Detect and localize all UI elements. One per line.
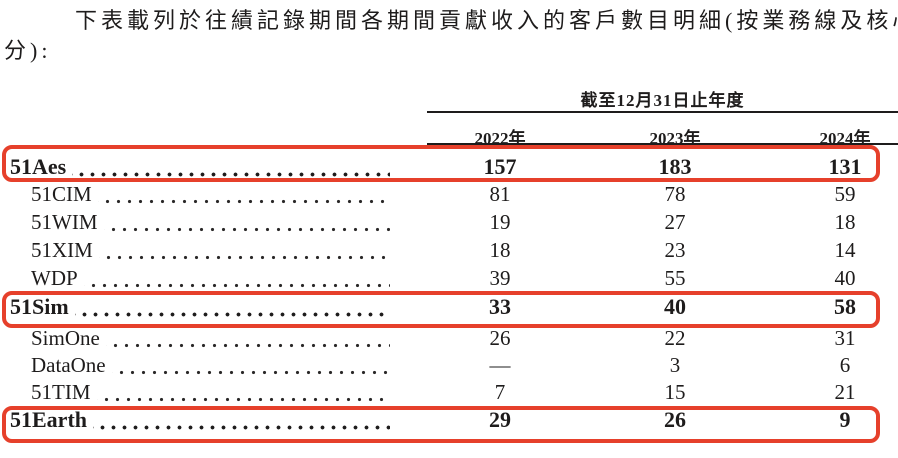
value-2024: 58 — [834, 294, 856, 319]
dot-leader — [96, 380, 390, 404]
value-2022: 39 — [489, 266, 511, 290]
value-2023: 26 — [664, 407, 686, 432]
value-2024: 59 — [834, 182, 856, 206]
year-column-2023: 2023年 — [649, 129, 701, 148]
value-2023: 55 — [664, 266, 686, 290]
value-2023: 183 — [658, 154, 692, 179]
value-2024: 31 — [834, 326, 856, 350]
value-2024: 40 — [834, 266, 856, 290]
dot-leader — [103, 210, 390, 234]
value-2023: 23 — [664, 238, 686, 262]
table-row-simone: SimOne 26 22 31 — [0, 326, 898, 350]
table-row-51tim: 51TIM 7 15 21 — [0, 380, 898, 404]
value-2022: 7 — [494, 380, 506, 404]
value-2022: 33 — [489, 294, 511, 319]
dot-leader — [74, 295, 390, 319]
row-label: 51WIM — [31, 210, 98, 234]
intro-line-2: 分): — [4, 38, 52, 63]
dot-leader — [105, 326, 390, 350]
table-row-51sim: 51Sim 33 40 58 — [0, 295, 898, 319]
value-2022: 81 — [489, 182, 511, 206]
row-label: DataOne — [31, 353, 106, 377]
table-row-51wim: 51WIM 19 27 18 — [0, 210, 898, 234]
year-column-2024: 2024年 — [819, 129, 871, 148]
row-label: 51Aes — [10, 154, 67, 179]
year-column-2022: 2022年 — [474, 129, 526, 148]
dot-leader — [83, 266, 390, 290]
intro-line-1: 下表載列於往績記錄期間各期間貢獻收入的客戶數目明細(按業務線及核心產品 — [75, 8, 898, 33]
dot-leader — [111, 353, 390, 377]
value-2024: 21 — [834, 380, 856, 404]
row-label: 51XIM — [31, 238, 93, 262]
value-2022: 157 — [483, 154, 517, 179]
table-row-51earth: 51Earth 29 26 9 — [0, 408, 898, 432]
dot-leader — [98, 238, 390, 262]
value-2022: 18 — [489, 238, 511, 262]
row-label: 51Sim — [10, 294, 69, 319]
intro-paragraph: 下表載列於往績記錄期間各期間貢獻收入的客戶數目明細(按業務線及核心產品 分): — [4, 6, 898, 66]
row-label: SimOne — [31, 326, 100, 350]
period-header-rule — [427, 111, 898, 113]
value-2023: 22 — [664, 326, 686, 350]
period-header: 截至12月31日止年度 — [580, 91, 745, 110]
value-2022: 26 — [489, 326, 511, 350]
value-2023: 78 — [664, 182, 686, 206]
value-2024: 14 — [834, 238, 856, 262]
value-2024: 9 — [839, 407, 851, 432]
row-label: 51Earth — [10, 407, 87, 432]
value-2022: 29 — [489, 407, 511, 432]
year-header-rule — [427, 143, 898, 145]
row-label: WDP — [31, 266, 78, 290]
value-2024: 6 — [839, 353, 851, 377]
dot-leader — [93, 408, 390, 432]
value-2022: 19 — [489, 210, 511, 234]
dot-leader — [72, 155, 390, 179]
table-row-dataone: DataOne — 3 6 — [0, 353, 898, 377]
table-row-51cim: 51CIM 81 78 59 — [0, 182, 898, 206]
value-2023: 15 — [664, 380, 686, 404]
value-2023: 27 — [664, 210, 686, 234]
dot-leader — [97, 182, 390, 206]
value-2023: 3 — [669, 353, 681, 377]
table-row-51aes: 51Aes 157 183 131 — [0, 155, 898, 179]
value-2023: 40 — [664, 294, 686, 319]
value-2022: — — [489, 353, 511, 377]
row-label: 51CIM — [31, 182, 92, 206]
table-row-51xim: 51XIM 18 23 14 — [0, 238, 898, 262]
value-2024: 131 — [828, 154, 862, 179]
row-label: 51TIM — [31, 380, 91, 404]
table-row-wdp: WDP 39 55 40 — [0, 266, 898, 290]
value-2024: 18 — [834, 210, 856, 234]
